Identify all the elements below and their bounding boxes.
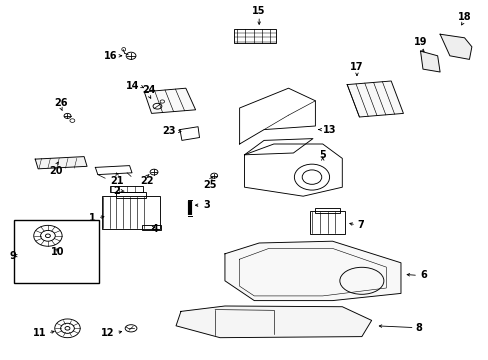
Text: 18: 18 — [457, 12, 470, 22]
Text: 22: 22 — [140, 176, 153, 186]
Text: 15: 15 — [252, 6, 265, 16]
Bar — [14, 220, 99, 283]
Text: 21: 21 — [110, 176, 124, 186]
Text: 6: 6 — [420, 270, 427, 280]
Text: 14: 14 — [125, 81, 139, 91]
Text: 9: 9 — [10, 251, 17, 261]
Text: 4: 4 — [151, 224, 158, 234]
Bar — [142, 225, 161, 230]
Bar — [309, 211, 345, 234]
Text: 2: 2 — [113, 186, 120, 196]
Bar — [116, 192, 145, 198]
Polygon shape — [439, 34, 471, 59]
Polygon shape — [176, 306, 371, 338]
Bar — [102, 196, 160, 229]
Text: 7: 7 — [356, 220, 363, 230]
Text: 19: 19 — [413, 37, 427, 47]
Text: 25: 25 — [203, 180, 217, 190]
Text: 10: 10 — [51, 247, 65, 257]
Bar — [234, 29, 275, 43]
Polygon shape — [420, 51, 439, 72]
Text: 11: 11 — [33, 328, 46, 338]
Polygon shape — [35, 157, 87, 169]
Text: 5: 5 — [319, 150, 325, 160]
Text: 16: 16 — [103, 51, 117, 61]
Text: 17: 17 — [349, 62, 363, 72]
Text: 8: 8 — [415, 323, 422, 333]
Text: 26: 26 — [54, 98, 68, 108]
Text: 1: 1 — [88, 213, 95, 223]
Text: 13: 13 — [322, 125, 336, 135]
Polygon shape — [224, 241, 400, 301]
Polygon shape — [144, 88, 195, 113]
Text: 12: 12 — [101, 328, 115, 338]
Text: 24: 24 — [142, 85, 156, 95]
Text: 23: 23 — [162, 126, 176, 136]
Bar — [315, 208, 339, 213]
Text: 20: 20 — [49, 166, 63, 176]
Polygon shape — [346, 81, 403, 117]
Text: 3: 3 — [203, 200, 209, 210]
Bar — [109, 186, 142, 192]
